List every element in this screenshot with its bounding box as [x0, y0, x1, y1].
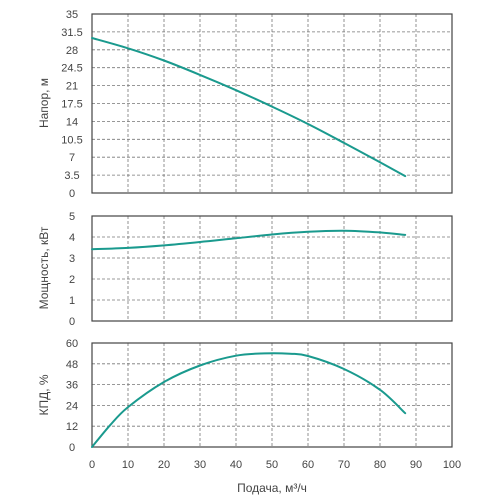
y-tick-label: 12 [66, 421, 78, 433]
y-tick-label: 24.5 [61, 63, 82, 75]
x-tick-label: 0 [89, 459, 95, 471]
panel-head: 0 3.5 7 10.5 14 17.5 21 24.5 28 31.5 35 Напор, м [37, 9, 453, 200]
y-tick-label: 1 [69, 295, 75, 307]
y-tick-label: 7 [69, 152, 75, 164]
y-tick-label: 4 [69, 232, 75, 244]
y-tick-label: 0 [69, 442, 75, 454]
y-tick-label: 0 [69, 316, 75, 328]
x-tick-label: 10 [122, 459, 134, 471]
x-tick-label: 100 [443, 459, 461, 471]
y-tick-label: 3 [69, 253, 75, 265]
x-tick-label: 80 [374, 459, 386, 471]
y-tick-label: 60 [66, 338, 78, 350]
panel-efficiency: 0 12 24 36 48 60 КПД, % 0 10 20 30 40 50 60 70 80 90 100 П… [37, 338, 461, 495]
x-tick-label: 50 [266, 459, 278, 471]
y-tick-label: 3.5 [64, 170, 79, 182]
y-tick-label: 48 [66, 359, 78, 371]
plot-frame [91, 13, 453, 194]
y-tick-label: 24 [66, 400, 78, 412]
y-tick-label: 31.5 [61, 27, 82, 39]
y-axis-label: КПД, % [37, 374, 51, 415]
series-line-power [91, 229, 407, 251]
y-tick-label: 2 [69, 274, 75, 286]
x-tick-label: 70 [338, 459, 350, 471]
y-tick-label: 17.5 [61, 99, 82, 111]
y-tick-label: 28 [66, 45, 78, 57]
y-tick-label: 21 [66, 81, 78, 93]
y-tick-label: 0 [69, 188, 75, 200]
y-tick-label: 35 [66, 9, 78, 21]
y-tick-label: 5 [69, 211, 75, 223]
y-tick-label: 10.5 [61, 134, 82, 146]
x-axis-label: Подача, м³/ч [237, 481, 307, 495]
x-tick-label: 20 [158, 459, 170, 471]
plot-frame [91, 215, 453, 322]
y-axis-label: Мощность, кВт [37, 226, 51, 309]
panel-power: 0 1 2 3 4 5 Мощность, кВт [37, 211, 453, 328]
y-tick-label: 14 [66, 116, 78, 128]
x-tick-label: 40 [230, 459, 242, 471]
series-line-efficiency [91, 352, 407, 448]
x-tick-label: 60 [302, 459, 314, 471]
y-tick-label: 36 [66, 380, 78, 392]
y-axis-label: Напор, м [37, 78, 51, 128]
series-line-head [91, 37, 407, 178]
plot-frame [91, 342, 453, 448]
x-tick-label: 30 [194, 459, 206, 471]
x-tick-label: 90 [410, 459, 422, 471]
